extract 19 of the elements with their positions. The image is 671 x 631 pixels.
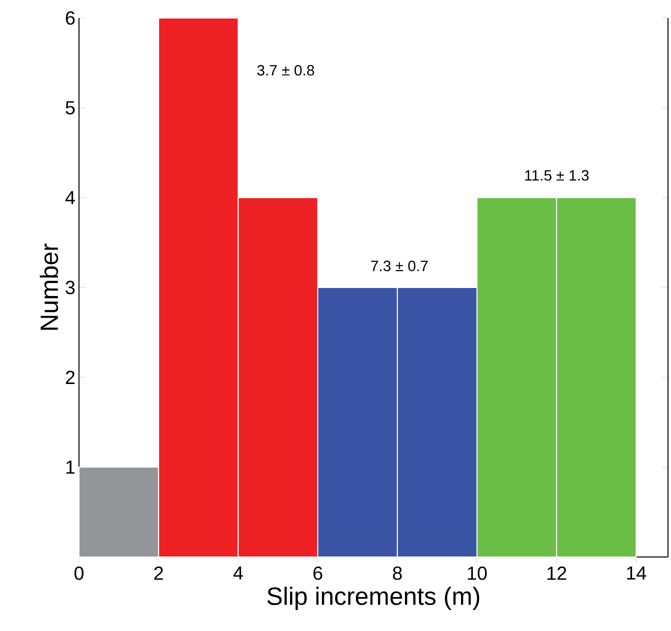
y-tick-label: 2 bbox=[66, 370, 75, 384]
y-tick-label: 1 bbox=[66, 460, 75, 474]
x-tick-label: 0 bbox=[74, 566, 84, 580]
x-tick-label: 14 bbox=[627, 566, 646, 580]
y-tick-label: 5 bbox=[66, 101, 75, 114]
y-axis-title: Number bbox=[40, 244, 58, 330]
y-tick-label: 4 bbox=[65, 191, 75, 204]
x-tick-label: 2 bbox=[154, 566, 163, 580]
x-tick-label: 6 bbox=[313, 566, 322, 580]
y-tick-label: 3 bbox=[66, 280, 75, 294]
x-tick-label: 10 bbox=[468, 566, 487, 580]
x-axis-title: Slip increments (m) bbox=[267, 586, 480, 610]
x-tick-label: 12 bbox=[547, 566, 566, 580]
annotation: 7.3 ± 0.7 bbox=[371, 260, 428, 272]
annotation: 11.5 ± 1.3 bbox=[525, 170, 589, 181]
y-tick-label: 6 bbox=[66, 11, 75, 25]
x-tick-label: 4 bbox=[233, 566, 243, 580]
annotation: 3.7 ± 0.8 bbox=[257, 64, 314, 76]
x-tick-label: 8 bbox=[392, 566, 402, 580]
